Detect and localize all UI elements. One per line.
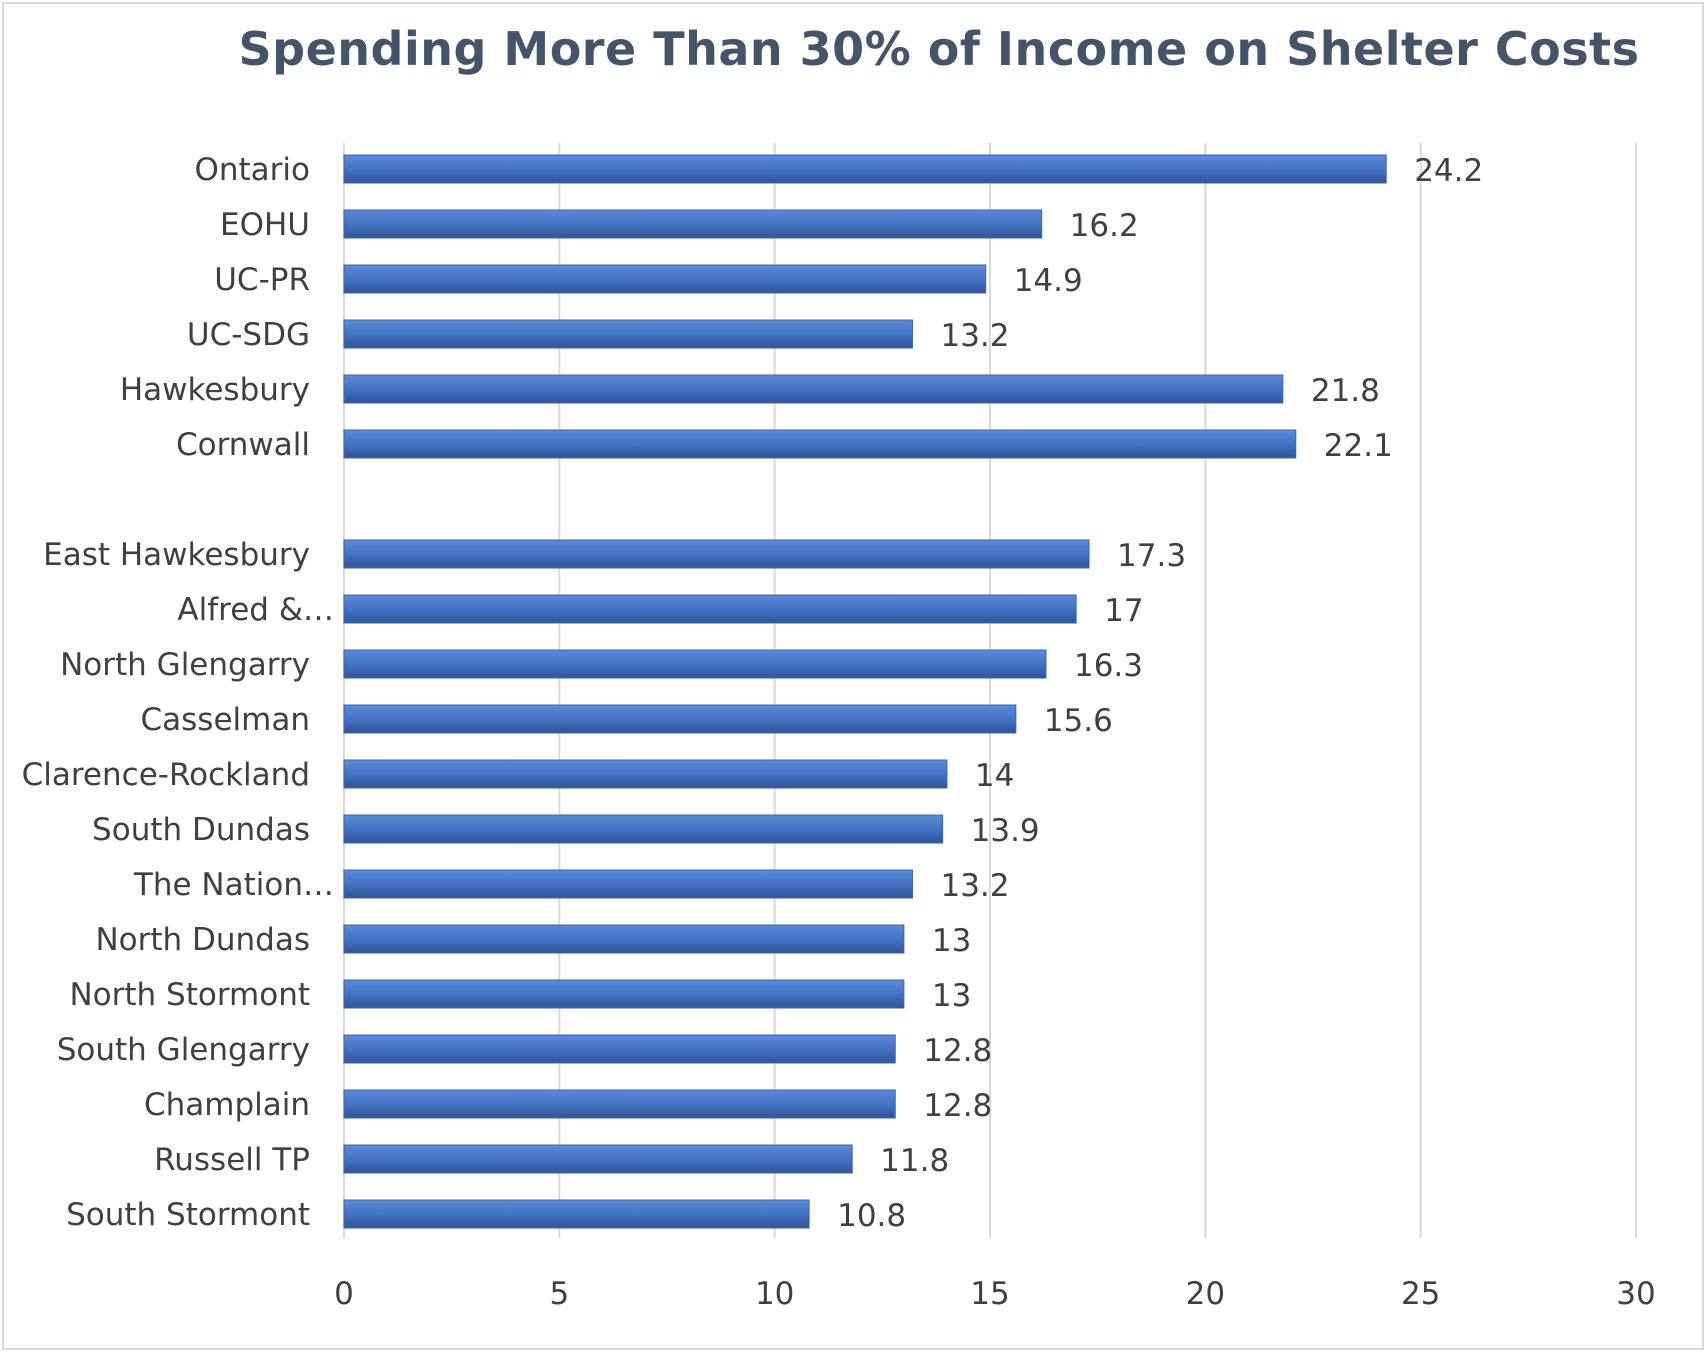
data-label: 14.9 [1014,263,1083,299]
data-label: 13.2 [940,868,1009,904]
category-label: The Nation… [133,867,334,903]
category-label: Russell TP [154,1142,310,1178]
x-tick-label-10: 10 [755,1276,794,1312]
category-label: Cornwall [176,427,310,463]
category-label: South Dundas [92,812,310,848]
category-label: Casselman [141,702,310,738]
bar [343,649,1047,679]
bar [343,374,1284,404]
x-tick-label-15: 15 [970,1276,1009,1312]
data-label: 22.1 [1324,428,1393,464]
bar [343,924,905,954]
bar [343,1199,810,1229]
data-label: 24.2 [1414,153,1483,189]
data-label: 13.2 [940,318,1009,354]
bar [343,264,987,294]
bar [343,594,1077,624]
data-label: 21.8 [1311,373,1380,409]
bar [343,429,1297,459]
bar [343,154,1387,184]
x-tick-label-30: 30 [1616,1276,1655,1312]
data-labels: 24.216.214.913.221.822.117.31716.315.614… [837,153,1483,1234]
bar [343,1089,896,1119]
chart-title: Spending More Than 30% of Income on Shel… [238,22,1640,76]
data-label: 16.3 [1074,648,1143,684]
category-label: East Hawkesbury [43,537,310,573]
data-label: 16.2 [1070,208,1139,244]
category-label: North Dundas [95,922,310,958]
category-label: Alfred &… [177,592,334,628]
category-label: Ontario [194,152,310,188]
bar [343,704,1017,734]
x-tick-label-0: 0 [334,1276,354,1312]
data-label: 12.8 [923,1033,992,1069]
category-labels: Ontario EOHU UC-PR UC-SDG Hawkesbury Cornwall… [22,152,334,1233]
data-label: 11.8 [880,1143,949,1179]
data-label: 15.6 [1044,703,1113,739]
category-label: UC-SDG [187,317,310,353]
category-label: Champlain [144,1087,310,1123]
data-label: 17 [1104,593,1143,629]
bar [343,814,944,844]
x-tick-label-25: 25 [1401,1276,1440,1312]
data-label: 12.8 [923,1088,992,1124]
data-label: 13 [932,923,971,959]
bar [343,539,1090,569]
data-label: 17.3 [1117,538,1186,574]
category-label: EOHU [220,207,310,243]
bar [343,209,1043,239]
data-label: 13.9 [971,813,1040,849]
category-label: North Stormont [69,977,310,1013]
bar [343,319,913,349]
data-label: 13 [932,978,971,1014]
x-tick-label-20: 20 [1186,1276,1225,1312]
bar [343,759,948,789]
category-label: South Stormont [66,1197,310,1233]
category-label: UC-PR [214,262,310,298]
data-label: 14 [975,758,1014,794]
category-label: North Glengarry [60,647,310,683]
gridlines [343,143,1637,1238]
bar [343,979,905,1009]
data-label: 10.8 [837,1198,906,1234]
category-label: South Glengarry [57,1032,310,1068]
bar [343,1144,853,1174]
x-tick-label-5: 5 [549,1276,569,1312]
bar [343,1034,896,1064]
x-axis-ticks: 0 5 10 15 20 25 30 [334,1276,1656,1312]
category-label: Hawkesbury [120,372,310,408]
category-label: Clarence-Rockland [22,757,310,793]
bars [343,154,1387,1229]
bar [343,869,913,899]
